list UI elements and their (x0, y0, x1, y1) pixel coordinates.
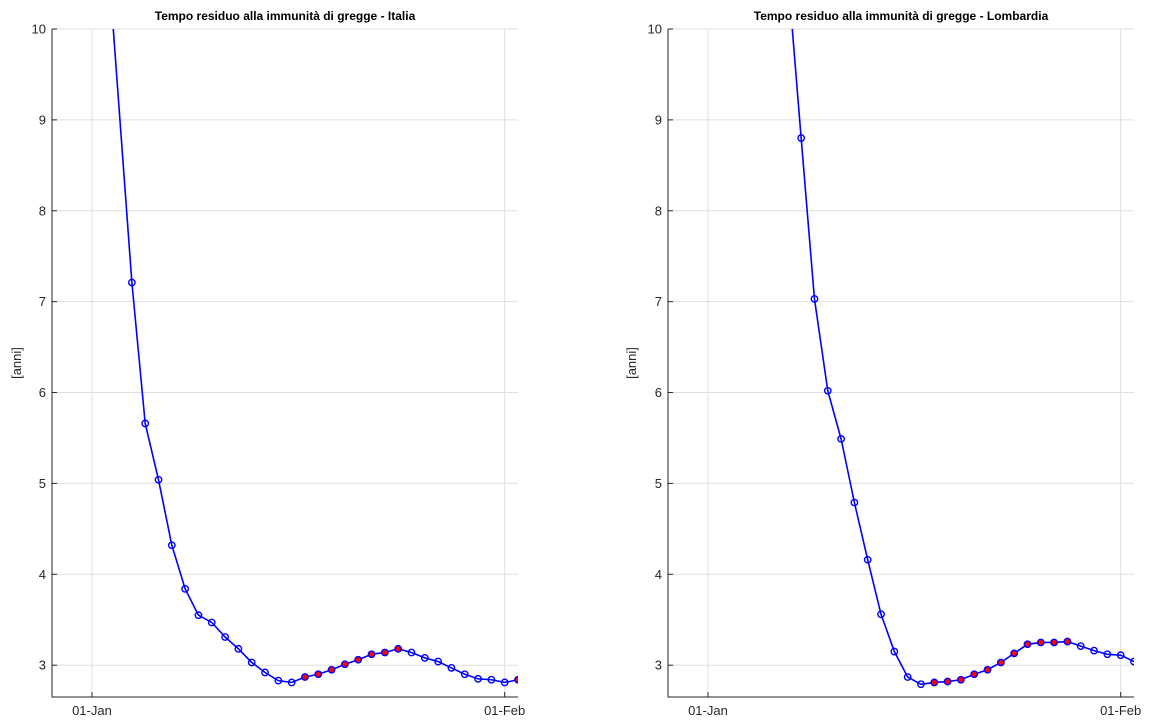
data-point (1076, 642, 1085, 651)
data-point (194, 611, 203, 620)
data-point (850, 498, 859, 507)
data-point (863, 555, 872, 564)
x-tick-label: 01-Jan (688, 703, 728, 718)
data-point-filled (930, 678, 939, 687)
y-tick-label: 7 (39, 294, 46, 309)
data-point-filled (943, 677, 952, 686)
y-tick-label: 3 (655, 658, 662, 673)
y-tick-label: 10 (648, 22, 662, 37)
data-point (234, 644, 243, 653)
series-line (112, 29, 518, 684)
data-point (167, 541, 176, 550)
data-point-filled (970, 670, 979, 679)
series-line (791, 29, 1134, 686)
data-point (274, 676, 283, 685)
axis-lines (51, 29, 518, 698)
y-tick-label: 6 (655, 385, 662, 400)
data-point (1103, 650, 1112, 659)
data-point-filled (1144, 657, 1150, 663)
y-tick-label: 3 (39, 658, 46, 673)
data-point-filled (354, 655, 363, 664)
x-tick-label: 01-Feb (484, 703, 525, 718)
data-point-filled (367, 650, 376, 659)
data-point (207, 618, 216, 627)
y-tick-label: 9 (655, 112, 662, 127)
x-tick-label: 01-Jan (72, 703, 112, 718)
data-point (221, 633, 229, 641)
data-point-filled (1023, 640, 1032, 649)
data-point-filled (1010, 649, 1019, 658)
chart-panel-italia: Tempo residuo alla immunità di gregge - … (9, 9, 525, 718)
data-point (460, 670, 469, 679)
data-point (810, 295, 819, 303)
data-series (112, 29, 518, 687)
data-point-filled (394, 644, 403, 653)
data-point (877, 610, 885, 619)
data-point (797, 134, 806, 142)
data-point-filled (996, 658, 1005, 667)
x-tick-label: 01-Feb (1100, 703, 1141, 718)
y-tick-label: 4 (39, 567, 46, 582)
data-point (1116, 651, 1125, 660)
data-point (181, 584, 190, 593)
data-point (127, 278, 136, 287)
y-tick-label: 8 (39, 203, 46, 218)
data-point (474, 674, 482, 683)
data-point (917, 680, 925, 689)
data-point-filled (957, 675, 965, 684)
data-point (487, 675, 496, 684)
y-tick-label: 7 (655, 294, 662, 309)
grid-lines (52, 28, 518, 697)
y-axis-label: [anni] (9, 347, 24, 379)
y-tick-label: 9 (39, 112, 46, 127)
data-point (261, 668, 269, 677)
data-point-filled (1063, 637, 1072, 646)
data-series (791, 29, 1150, 689)
data-point-filled (327, 665, 336, 674)
data-point (903, 673, 912, 681)
data-point-filled (1050, 638, 1059, 647)
chart-panel-lombardia: Tempo residuo alla immunità di gregge - … (624, 9, 1150, 718)
y-tick-label: 4 (655, 567, 662, 582)
y-tick-label: 8 (655, 203, 662, 218)
data-point (154, 475, 163, 484)
grid-lines (668, 28, 1134, 697)
data-point-filled (341, 660, 349, 669)
y-axis-label: [anni] (624, 347, 639, 379)
data-point (823, 386, 832, 395)
y-tick-label: 10 (32, 22, 46, 37)
y-tick-label: 6 (39, 385, 46, 400)
data-point (434, 657, 443, 666)
data-point (407, 648, 416, 657)
y-tick-label: 5 (655, 476, 662, 491)
chart-title: Tempo residuo alla immunità di gregge - … (754, 9, 1049, 23)
data-point (500, 678, 509, 687)
data-point (1090, 646, 1098, 655)
data-point-filled (983, 665, 992, 674)
data-point-filled (514, 675, 518, 684)
data-point (420, 654, 429, 662)
data-point (890, 647, 899, 656)
axis-lines (667, 29, 1134, 698)
data-point (1130, 657, 1134, 666)
data-point-filled (1036, 638, 1045, 647)
data-point (837, 434, 845, 443)
data-point-filled (314, 670, 323, 679)
chart-title: Tempo residuo alla immunità di gregge - … (155, 9, 416, 23)
data-point (247, 658, 256, 667)
data-point-filled (301, 673, 309, 681)
data-point (287, 678, 296, 687)
y-tick-label: 5 (39, 476, 46, 491)
data-point (141, 419, 150, 428)
data-point-filled (380, 648, 389, 657)
data-point (447, 664, 456, 672)
